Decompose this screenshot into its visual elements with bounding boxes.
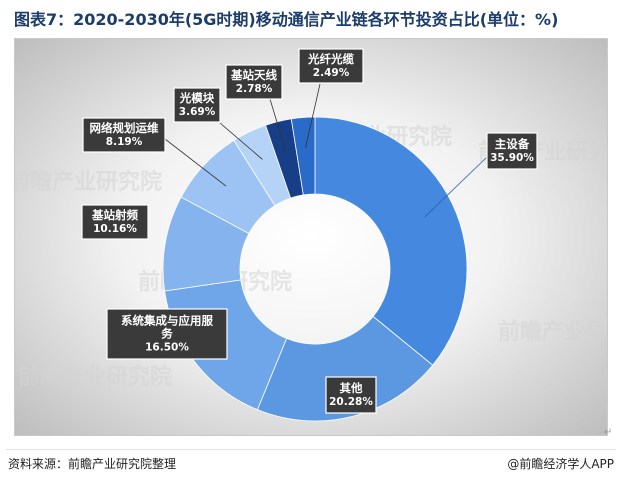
label-box bbox=[82, 117, 166, 153]
slice-name-label: 务 bbox=[161, 327, 173, 341]
label-box bbox=[81, 204, 149, 240]
leader-line bbox=[164, 138, 227, 187]
slice-value-label: 20.28% bbox=[329, 396, 373, 408]
slice-value-label: 2.49% bbox=[313, 67, 350, 79]
slice-name-label: 基站射频 bbox=[91, 208, 138, 222]
leader-line bbox=[269, 98, 287, 152]
slice-name-label: 光纤光缆 bbox=[307, 52, 354, 66]
label-box bbox=[106, 308, 228, 360]
donut-slices bbox=[162, 116, 468, 422]
leader-line bbox=[424, 156, 488, 218]
slice-name-label: 光模块 bbox=[179, 91, 215, 105]
donut-slice bbox=[256, 315, 434, 422]
watermark-text: 前瞻产业研究院 bbox=[498, 319, 607, 345]
leader-line bbox=[305, 83, 321, 148]
slice-name-label: 系统集成与应用服 bbox=[121, 314, 213, 328]
slice-value-label: 35.90% bbox=[490, 152, 534, 164]
chart-title: 图表7：2020-2030年(5G时期)移动通信产业链各环节投资占比(单位：%) bbox=[14, 10, 559, 29]
label-box bbox=[325, 376, 377, 414]
label-box bbox=[225, 64, 283, 100]
label-box bbox=[173, 87, 221, 123]
slice-name-label: 基站天线 bbox=[230, 68, 277, 82]
donut-slice bbox=[290, 116, 316, 196]
slice-name-label: 其他 bbox=[340, 381, 363, 395]
slice-name-label: 主设备 bbox=[495, 137, 530, 151]
paragraph-mark: ↵ bbox=[604, 427, 613, 438]
donut-slice bbox=[314, 116, 468, 366]
donut-chart: 前瞻产业研究院前瞻产业研究院前瞻产业研究院前瞻产业研究院前瞻产业研究院前瞻产业研… bbox=[15, 48, 607, 422]
slice-value-label: 8.19% bbox=[106, 136, 143, 148]
chart-panel: 前瞻产业研究院前瞻产业研究院前瞻产业研究院前瞻产业研究院前瞻产业研究院前瞻产业研… bbox=[14, 38, 608, 436]
footer-divider bbox=[6, 449, 616, 450]
slice-value-label: 3.69% bbox=[179, 106, 216, 118]
label-box bbox=[486, 132, 538, 170]
slice-name-label: 网络规划运维 bbox=[90, 121, 159, 135]
footer-source: 资料来源：前瞻产业研究院整理 bbox=[8, 457, 177, 471]
slice-value-label: 10.16% bbox=[93, 223, 137, 235]
watermark-text: 前瞻产业研究院 bbox=[18, 364, 172, 390]
leader-lines bbox=[164, 83, 488, 218]
watermark-text: 前瞻产业研究院 bbox=[15, 169, 162, 195]
slice-value-label: 2.78% bbox=[236, 83, 273, 95]
slice-value-label: 16.50% bbox=[145, 342, 189, 354]
leader-line bbox=[219, 122, 263, 160]
label-box bbox=[298, 48, 364, 84]
footer-brand: @前瞻经济学人APP bbox=[507, 457, 614, 471]
